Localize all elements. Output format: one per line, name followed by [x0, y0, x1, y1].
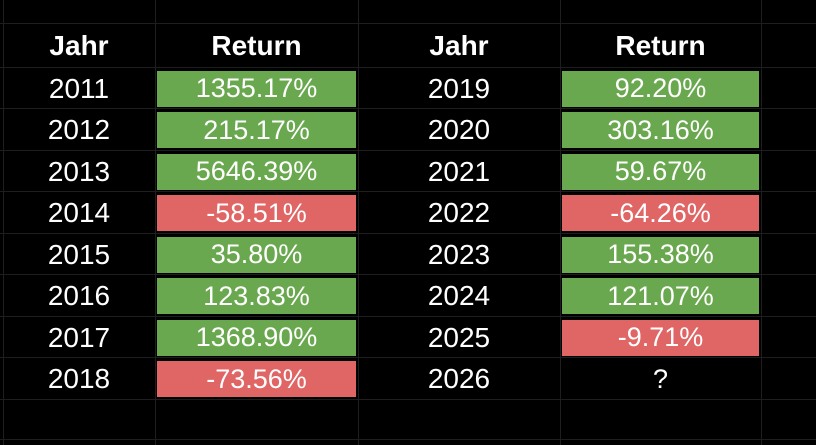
year-cell[interactable]: 2025 [427, 321, 491, 353]
return-cell[interactable]: -73.56% [155, 359, 358, 401]
return-cell[interactable]: 5646.39% [155, 151, 358, 193]
return-chip[interactable]: 59.67% [562, 153, 759, 190]
return-cell[interactable]: ? [560, 359, 761, 401]
year-cell[interactable]: 2016 [47, 280, 111, 312]
return-cell[interactable]: 121.07% [560, 276, 761, 318]
return-chip[interactable]: 121.07% [562, 278, 759, 315]
return-cell[interactable]: 155.38% [560, 234, 761, 276]
return-chip[interactable]: 303.16% [562, 112, 759, 149]
year-cell[interactable]: 2023 [427, 238, 491, 270]
return-cell[interactable]: 123.83% [155, 276, 358, 318]
year-cell[interactable]: 2026 [427, 363, 491, 395]
return-chip[interactable]: -9.71% [562, 319, 759, 356]
return-chip[interactable]: 215.17% [157, 112, 356, 149]
year-cell[interactable]: 2020 [427, 114, 491, 146]
return-cell[interactable]: -64.26% [560, 193, 761, 235]
return-cell[interactable]: 303.16% [560, 110, 761, 152]
year-cell[interactable]: 2014 [47, 197, 111, 229]
year-cell[interactable]: 2011 [48, 72, 110, 104]
return-chip[interactable]: 123.83% [157, 278, 356, 315]
return-cell[interactable]: 59.67% [560, 151, 761, 193]
return-cell[interactable]: 215.17% [155, 110, 358, 152]
year-cell[interactable]: 2015 [47, 238, 111, 270]
year-cell[interactable]: 2022 [427, 197, 491, 229]
return-chip[interactable]: 1355.17% [157, 70, 356, 107]
header-return-right[interactable]: Return [615, 30, 706, 61]
return-chip[interactable]: 1368.90% [157, 319, 356, 356]
return-cell[interactable]: 1355.17% [155, 68, 358, 110]
year-cell[interactable]: 2024 [427, 280, 491, 312]
return-chip[interactable]: 155.38% [562, 236, 759, 273]
header-year-right[interactable]: Jahr [429, 30, 489, 61]
return-chip[interactable]: -73.56% [157, 361, 356, 398]
year-cell[interactable]: 2021 [427, 155, 491, 187]
return-chip[interactable]: 35.80% [157, 236, 356, 273]
year-cell[interactable]: 2018 [47, 363, 111, 395]
return-chip[interactable]: -58.51% [157, 195, 356, 232]
return-chip[interactable]: 5646.39% [157, 153, 356, 190]
year-cell[interactable]: 2019 [427, 72, 491, 104]
year-cell[interactable]: 2013 [47, 155, 111, 187]
return-chip[interactable]: ? [652, 363, 669, 394]
return-cell[interactable]: 1368.90% [155, 317, 358, 359]
return-cell[interactable]: 92.20% [560, 68, 761, 110]
header-year-left[interactable]: Jahr [49, 30, 109, 61]
year-cell[interactable]: 2017 [47, 321, 111, 353]
return-cell[interactable]: -58.51% [155, 193, 358, 235]
return-chip[interactable]: -64.26% [562, 195, 759, 232]
return-chip[interactable]: 92.20% [562, 70, 759, 107]
year-cell[interactable]: 2012 [47, 114, 111, 146]
return-cell[interactable]: 35.80% [155, 234, 358, 276]
return-cell[interactable]: -9.71% [560, 317, 761, 359]
header-return-left[interactable]: Return [211, 30, 302, 61]
